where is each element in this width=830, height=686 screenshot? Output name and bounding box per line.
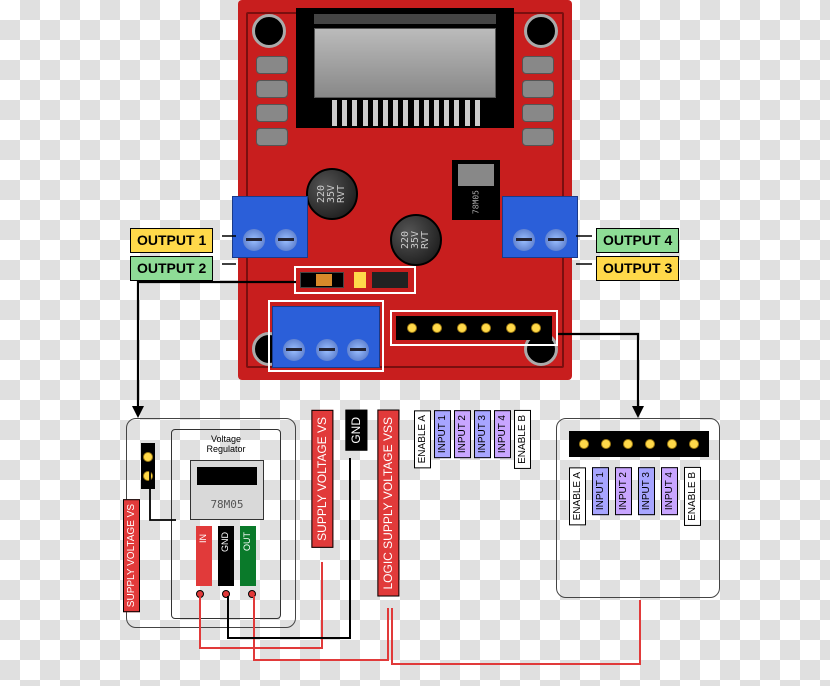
c-in4: INPUT 4 [661,467,678,515]
pad-col-left [256,56,288,146]
terminal-right [502,196,578,258]
output1-label: OUTPUT 1 [130,228,213,253]
vss-label: LOGIC SUPPLY VOLTAGE VSS [377,410,399,597]
heatsink-top [314,14,496,24]
callout-header [569,431,709,457]
control-callout: ENABLE A INPUT 1 INPUT 2 INPUT 3 INPUT 4… [556,418,720,598]
terminal-left [232,196,308,258]
mount-hole [252,14,286,48]
jumper-pins [141,443,155,489]
capacitor: 220 35V RVT [306,168,358,220]
ena-label: ENABLE A [414,410,431,468]
pad-col-right [522,56,554,146]
mount-hole [524,14,558,48]
vr-box: Voltage Regulator 78M05 IN GND OUT [171,429,281,619]
c-ena: ENABLE A [569,467,586,525]
chip-pins [332,100,480,126]
c-in1: INPUT 1 [592,467,609,515]
vr-title: Voltage Regulator [172,430,280,454]
hl-control-header [390,310,558,346]
in1-label: INPUT 1 [434,410,451,458]
in2-label: INPUT 2 [454,410,471,458]
vr-gnd: GND [218,526,234,586]
capacitor: 220 35V RVT [390,214,442,266]
in3-label: INPUT 3 [474,410,491,458]
cap-label: 220 35V RVT [401,231,431,249]
heatsink [296,8,514,128]
vr-in: IN [196,526,212,586]
output3-label: OUTPUT 3 [596,256,679,281]
output2-label: OUTPUT 2 [130,256,213,281]
c-in3: INPUT 3 [638,467,655,515]
vs-label: SUPPLY VOLTAGE VS [311,410,333,548]
chip-body [314,28,496,98]
gnd-label: GND [345,410,367,451]
pcb: 220 35V RVT 220 35V RVT 78M05 [238,0,572,380]
hl-jumper [294,266,416,294]
in4-label: INPUT 4 [494,410,511,458]
vr-part: 78M05 [191,498,263,511]
diagram-canvas: 220 35V RVT 220 35V RVT 78M05 [0,0,830,686]
hl-power-term [268,300,384,372]
vr-chip: 78M05 [190,460,264,520]
regulator-label: 78M05 [472,190,481,214]
c-in2: INPUT 2 [615,467,632,515]
enb-label: ENABLE B [514,410,531,469]
output4-label: OUTPUT 4 [596,228,679,253]
c-enb: ENABLE B [684,467,701,526]
vr-vs-label: SUPPLY VOLTAGE VS [123,499,140,612]
regulator-chip: 78M05 [452,160,500,220]
regulator-callout: Voltage Regulator 78M05 IN GND OUT SUPPL… [126,418,296,628]
cap-label: 220 35V RVT [317,185,347,203]
vr-out: OUT [240,526,256,586]
